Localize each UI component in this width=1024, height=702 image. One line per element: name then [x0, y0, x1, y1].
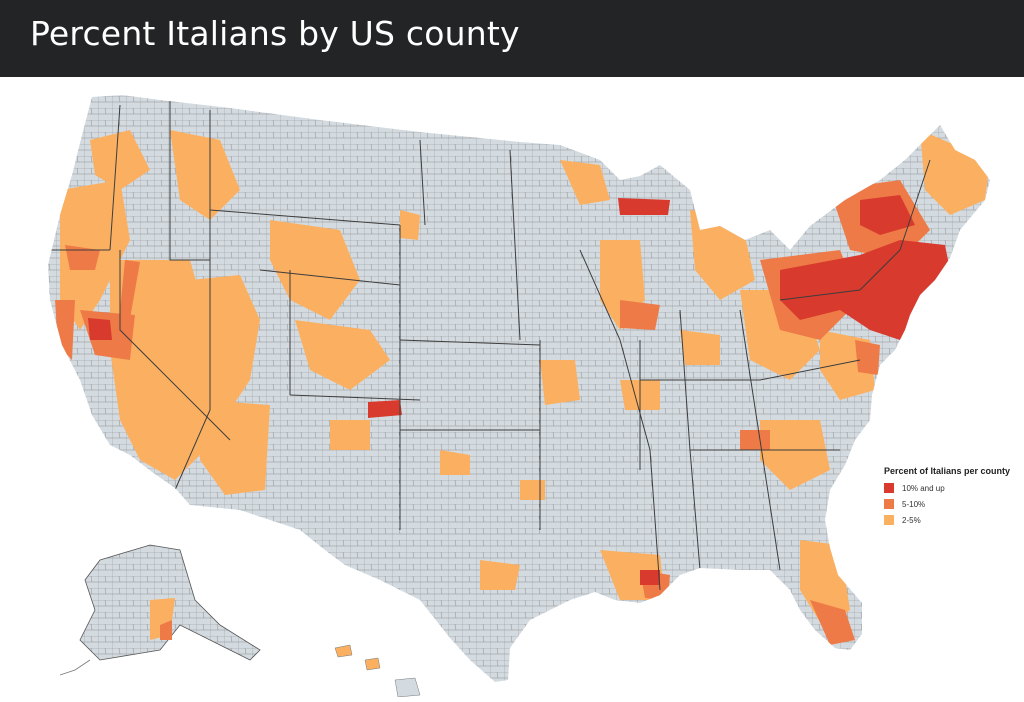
legend-swatch	[884, 515, 894, 525]
map-area	[0, 77, 1024, 698]
legend-item-2-5: 2-5%	[884, 514, 1024, 526]
hawaii	[334, 644, 421, 698]
legend-label: 2-5%	[902, 515, 921, 525]
legend-title: Percent of Italians per county	[884, 466, 1011, 476]
band-10-up-regions	[88, 195, 950, 585]
legend-item-5-10: 5-10%	[884, 498, 1024, 510]
state-borders	[50, 100, 931, 591]
page-title: Percent Italians by US county	[30, 14, 520, 53]
legend-item-10-up: 10% and up	[884, 482, 1024, 494]
map-legend: Percent of Italians per county 10% and u…	[884, 466, 1024, 530]
alaska	[59, 544, 261, 676]
legend-swatch	[884, 483, 894, 493]
legend-label: 10% and up	[902, 483, 945, 493]
legend-label: 5-10%	[902, 499, 926, 509]
legend-swatch	[884, 499, 894, 509]
us-county-map	[48, 95, 990, 698]
title-bar: Percent Italians by US county	[0, 0, 1024, 77]
